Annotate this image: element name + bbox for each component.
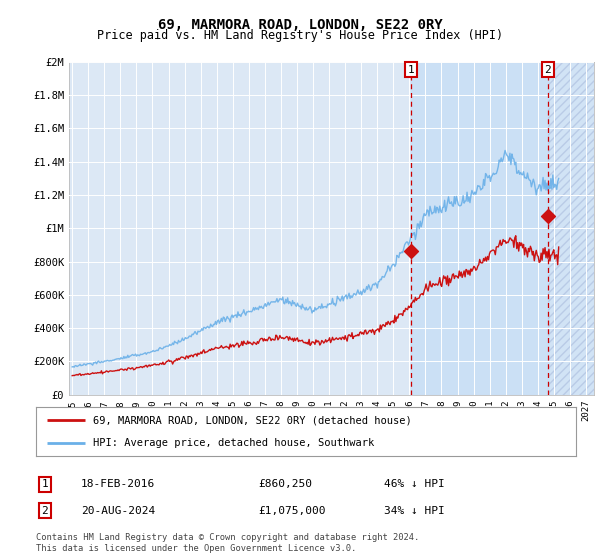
Text: HPI: Average price, detached house, Southwark: HPI: Average price, detached house, Sout…: [92, 438, 374, 448]
Text: 1: 1: [408, 65, 415, 75]
Bar: [411, 62, 548, 395]
Text: Contains HM Land Registry data © Crown copyright and database right 2024.
This d: Contains HM Land Registry data © Crown c…: [36, 533, 419, 553]
Point: [543, 211, 553, 220]
Point: [406, 247, 416, 256]
Text: Price paid vs. HM Land Registry's House Price Index (HPI): Price paid vs. HM Land Registry's House …: [97, 29, 503, 42]
Text: 18-FEB-2016: 18-FEB-2016: [81, 479, 155, 489]
Bar: [548, 62, 594, 395]
Text: £860,250: £860,250: [258, 479, 312, 489]
Text: 69, MARMORA ROAD, LONDON, SE22 0RY: 69, MARMORA ROAD, LONDON, SE22 0RY: [158, 18, 442, 32]
Text: 2: 2: [41, 506, 49, 516]
Text: 34% ↓ HPI: 34% ↓ HPI: [384, 506, 445, 516]
Text: 20-AUG-2024: 20-AUG-2024: [81, 506, 155, 516]
Text: 46% ↓ HPI: 46% ↓ HPI: [384, 479, 445, 489]
Bar: [548, 62, 594, 395]
Text: 1: 1: [41, 479, 49, 489]
Text: 2: 2: [544, 65, 551, 75]
Text: £1,075,000: £1,075,000: [258, 506, 325, 516]
Text: 69, MARMORA ROAD, LONDON, SE22 0RY (detached house): 69, MARMORA ROAD, LONDON, SE22 0RY (deta…: [92, 416, 412, 426]
